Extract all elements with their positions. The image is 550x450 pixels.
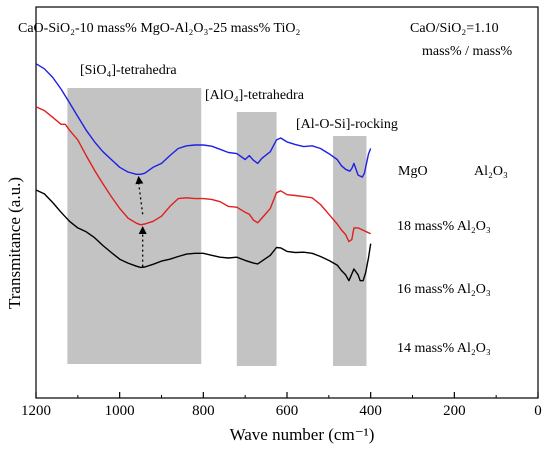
legend-entry-14-mass-al-o: 14 mass% Al₂O₃: [397, 341, 491, 356]
x-tick-label-200: 200: [443, 403, 466, 419]
arrow-head-2: [135, 175, 144, 185]
x-axis: 1200 1000 800 600 400 200 0: [21, 392, 542, 419]
x-axis-label: Wave number (cm⁻¹): [230, 425, 375, 444]
band-sio-tetrahedra: [67, 88, 202, 364]
band-alo-tetrahedra: [236, 112, 277, 366]
legend: MgO Al₂O₃ 18 mass% Al₂O₃ 16 mass% Al₂O₃ 14…: [397, 164, 508, 356]
chart-title: CaO-SiO₂-10 mass% MgO-Al₂O₃-25 mass% TiO…: [18, 21, 301, 36]
chart-ratio-unit: mass% / mass%: [422, 44, 513, 59]
legend-entry-18-mass-al-o: 18 mass% Al₂O₃: [397, 219, 491, 234]
legend-header-mgo: MgO: [398, 164, 428, 179]
x-tick-label-1200: 1200: [21, 403, 51, 419]
series-line-14-mass-al-o: [35, 189, 372, 282]
annotations-layer: [135, 175, 147, 267]
legend-entry-16-mass-al-o: 16 mass% Al₂O₃: [397, 282, 491, 297]
band-al-o-si-rocking: [333, 136, 367, 366]
band-label-sio-tetrahedra: [SiO₄]-tetrahedra: [80, 63, 177, 78]
arrow-shaft-2: [137, 181, 144, 215]
y-axis-label: Transmitance (a.u.): [5, 177, 24, 309]
x-tick-label-400: 400: [359, 403, 382, 419]
series-layer: [35, 63, 372, 282]
chart-ratio-label: CaO/SiO₂=1.10: [410, 21, 499, 36]
band-layer: [SiO₄]-tetrahedra [AlO₄]-tetrahedra [Al-O-…: [67, 63, 398, 366]
legend-header-al2o3: Al₂O₃: [474, 164, 508, 179]
band-label-alo-tetrahedra: [AlO₄]-tetrahedra: [205, 88, 305, 103]
band-label-al-o-si-rocking: [Al-O-Si]-rocking: [296, 117, 398, 132]
x-tick-label-1000: 1000: [105, 403, 135, 419]
x-tick-label-0: 0: [534, 403, 542, 419]
series-line-16-mass-al-o: [35, 106, 372, 243]
x-tick-label-600: 600: [276, 403, 299, 419]
arrow-head-1: [138, 225, 147, 234]
series-line-18-mass-al-o: [35, 63, 372, 178]
x-tick-label-800: 800: [192, 403, 215, 419]
